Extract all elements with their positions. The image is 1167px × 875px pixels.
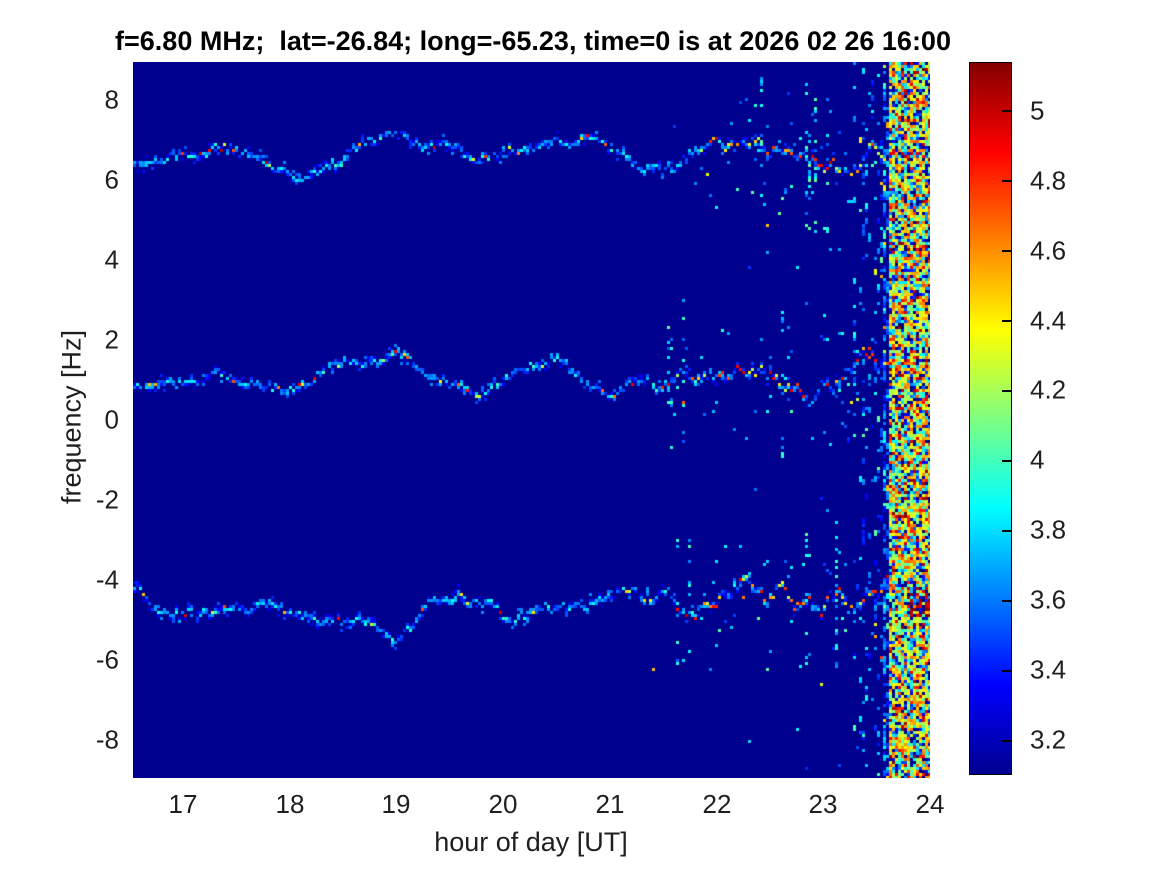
colorbar-tick-label: 3.2	[1030, 724, 1067, 755]
y-tick-label: -4	[95, 564, 119, 595]
colorbar-tick-mark	[1002, 530, 1011, 532]
y-tick-label: 2	[104, 324, 119, 355]
x-tick-label: 18	[275, 789, 305, 819]
spectrogram-plot	[133, 62, 930, 778]
colorbar-tick-mark	[1002, 320, 1011, 322]
colorbar-tick-label: 3.6	[1030, 584, 1067, 615]
y-tick-label: 0	[104, 404, 119, 435]
x-tick-label: 21	[595, 789, 625, 819]
colorbar-tick-label: 4.4	[1030, 305, 1067, 336]
y-tick-label: 6	[104, 164, 119, 195]
x-tick-label: 23	[808, 789, 838, 819]
colorbar-tick-label: 4.6	[1030, 235, 1067, 266]
colorbar-tick-label: 4	[1030, 444, 1045, 475]
colorbar-tick-mark	[1002, 670, 1011, 672]
colorbar-tick-label: 5	[1030, 95, 1045, 126]
colorbar-tick-label: 4.2	[1030, 374, 1067, 405]
plot-title: f=6.80 MHz; lat=-26.84; long=-65.23, tim…	[115, 26, 951, 56]
y-tick-label: -6	[95, 644, 119, 675]
x-axis-label: hour of day [UT]	[434, 827, 628, 857]
colorbar	[969, 62, 1012, 775]
y-tick-label: 4	[104, 244, 119, 275]
x-tick-label: 19	[381, 789, 411, 819]
colorbar-tick-mark	[1002, 600, 1011, 602]
colorbar-tick-label: 4.8	[1030, 165, 1067, 196]
colorbar-tick-mark	[1002, 390, 1011, 392]
colorbar-tick-mark	[1002, 740, 1011, 742]
x-tick-label: 22	[702, 789, 732, 819]
y-tick-label: 8	[104, 84, 119, 115]
colorbar-tick-mark	[1002, 180, 1011, 182]
y-tick-label: -2	[95, 484, 119, 515]
y-tick-label: -8	[95, 724, 119, 755]
x-tick-label: 24	[915, 789, 945, 819]
colorbar-tick-mark	[1002, 110, 1011, 112]
x-tick-label: 17	[168, 789, 198, 819]
colorbar-tick-mark	[1002, 460, 1011, 462]
x-tick-label: 20	[488, 789, 518, 819]
colorbar-tick-label: 3.4	[1030, 654, 1067, 685]
colorbar-tick-label: 3.8	[1030, 514, 1067, 545]
colorbar-tick-mark	[1002, 250, 1011, 252]
